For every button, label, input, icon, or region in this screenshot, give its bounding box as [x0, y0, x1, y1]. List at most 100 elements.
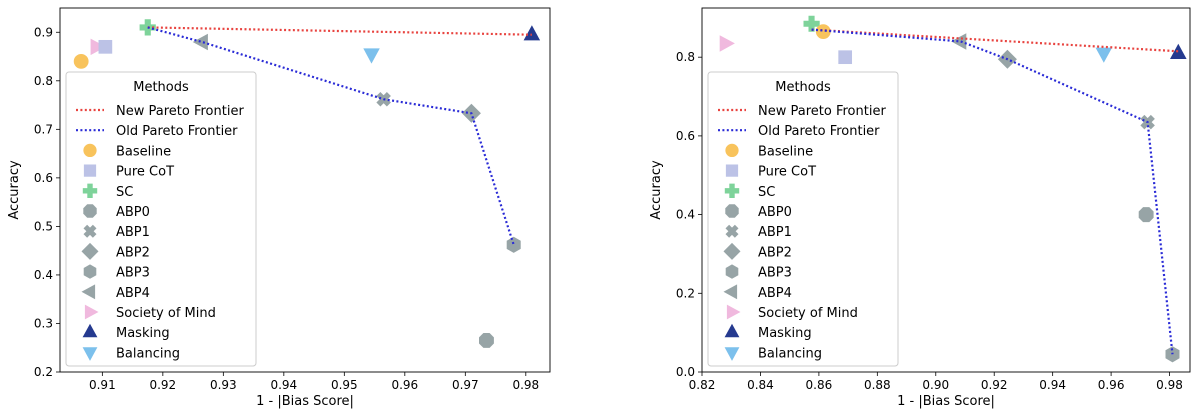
y-tick-label: 0.4 [34, 268, 53, 282]
legend: Methods New Pareto Frontier Old Pareto Fro… [707, 71, 899, 367]
legend-marker-baseline [83, 143, 97, 158]
plot-area [73, 19, 541, 348]
y-tick-label: 0.4 [676, 208, 695, 222]
line-old-pareto-frontier [811, 28, 1174, 355]
y-tick-label: 0.9 [34, 25, 53, 39]
legend-marker-abp3 [83, 264, 97, 279]
legend-marker-baseline [725, 143, 739, 158]
point-baseline [815, 24, 831, 40]
legend-entry-label: Balancing [758, 346, 822, 361]
legend-entry-label: Baseline [116, 144, 171, 159]
y-tick-label: 0.6 [34, 171, 53, 185]
point-abp4 [951, 33, 967, 50]
x-tick-label: 0.94 [1039, 378, 1066, 392]
legend-entry-label: ABP1 [116, 225, 150, 240]
legend: Methods New Pareto Frontier Old Pareto Fro… [65, 71, 257, 367]
legend-entry-label: ABP3 [758, 266, 792, 281]
legend-entry-label: Masking [116, 326, 170, 341]
legend-entry-label: Old Pareto Frontier [758, 124, 880, 139]
legend-marker-abp0 [725, 204, 739, 218]
x-tick-label: 0.88 [864, 378, 891, 392]
point-abp0 [1138, 207, 1154, 223]
x-tick-label: 0.93 [210, 378, 237, 392]
legend-entry-label: Society of Mind [758, 306, 858, 321]
point-abp3 [506, 236, 521, 253]
x-tick-label: 0.92 [981, 378, 1008, 392]
x-tick-label: 0.94 [270, 378, 297, 392]
y-tick-label: 0.2 [34, 365, 53, 379]
point-pure-cot [98, 39, 113, 54]
chart-panel-1: 0.91 0.92 0.93 0.94 0.95 0.96 0.97 0.98 0.2 0.3 0.… [7, 7, 551, 409]
point-sc [803, 15, 820, 32]
x-axis-label: 1 - |Bias Score| [256, 394, 354, 409]
y-tick-label: 0.3 [34, 316, 53, 330]
legend-title: Methods [775, 80, 831, 95]
legend-entry-label: Old Pareto Frontier [116, 124, 238, 139]
legend-marker-abp2 [81, 242, 99, 260]
legend-entry-label: SC [116, 185, 133, 200]
point-society-of-mind [719, 35, 735, 52]
y-tick-label: 0.6 [676, 129, 695, 143]
x-tick-label: 0.90 [922, 378, 949, 392]
line-old-pareto-frontier [147, 26, 515, 246]
x-tick-label: 0.96 [391, 378, 418, 392]
x-axis-label: 1 - |Bias Score| [897, 394, 995, 409]
point-masking [1170, 43, 1187, 59]
y-tick-label: 0.2 [676, 286, 695, 300]
legend-entry-label: ABP0 [116, 205, 150, 220]
y-tick-label: 0.7 [34, 122, 53, 136]
legend-entry-label: ABP2 [116, 245, 150, 260]
point-abp0 [479, 333, 494, 348]
legend-box [707, 71, 899, 367]
legend-marker-society-of-mind [726, 304, 741, 320]
legend-entry-label: New Pareto Frontier [758, 104, 886, 119]
legend-entry-label: Pure CoT [116, 165, 174, 180]
x-tick-label: 0.86 [806, 378, 833, 392]
x-tick-label: 0.96 [1098, 378, 1125, 392]
plot-frame [59, 7, 551, 373]
point-pure-cot [838, 50, 853, 65]
legend-marker-pure-cot [83, 164, 97, 177]
legend-marker-abp1 [725, 224, 739, 238]
legend-entry-label: New Pareto Frontier [116, 104, 244, 119]
x-tick-label: 0.98 [1156, 378, 1183, 392]
line-new-pareto-frontier [811, 28, 1179, 53]
x-tick-label: 0.84 [747, 378, 774, 392]
legend-marker-abp1 [83, 224, 97, 238]
legend-entry-label: ABP4 [116, 286, 150, 301]
x-tick-label: 0.82 [689, 378, 716, 392]
plot-frame [701, 7, 1191, 373]
point-balancing [363, 48, 380, 64]
x-tick-label: 0.97 [452, 378, 479, 392]
point-society-of-mind [90, 38, 106, 56]
legend-marker-abp3 [725, 264, 739, 279]
legend-marker-sc [82, 183, 98, 198]
x-tick-label: 0.91 [89, 378, 116, 392]
legend-marker-abp2 [723, 242, 741, 260]
legend-entry-label: Pure CoT [758, 165, 816, 180]
legend-box [65, 71, 257, 367]
x-tick-label: 0.98 [512, 378, 539, 392]
legend-entry-label: SC [758, 185, 775, 200]
legend-entry-label: Baseline [758, 144, 813, 159]
line-new-pareto-frontier [147, 26, 532, 36]
legend-marker-abp0 [83, 204, 97, 218]
legend-marker-sc [724, 183, 740, 198]
y-axis-label: Accuracy [649, 160, 664, 220]
legend-marker-pure-cot [725, 164, 739, 177]
legend-marker-masking [724, 323, 740, 338]
legend-entry-label: ABP2 [758, 245, 792, 260]
chart-panel-2: 0.82 0.84 0.86 0.88 0.90 0.92 0.94 0.96 0.98 0.0 0… [649, 7, 1191, 409]
x-tick-label: 0.92 [149, 378, 176, 392]
legend-title: Methods [133, 80, 189, 95]
legend-marker-masking [82, 323, 98, 338]
legend-entry-label: ABP0 [758, 205, 792, 220]
legend-marker-balancing [82, 347, 98, 361]
y-axis-label: Accuracy [7, 160, 22, 220]
y-tick-label: 0.8 [676, 50, 695, 64]
point-balancing [1095, 47, 1113, 63]
legend-marker-balancing [724, 347, 740, 361]
legend-entry-label: Balancing [116, 346, 180, 361]
legend-entry-label: Society of Mind [116, 306, 216, 321]
